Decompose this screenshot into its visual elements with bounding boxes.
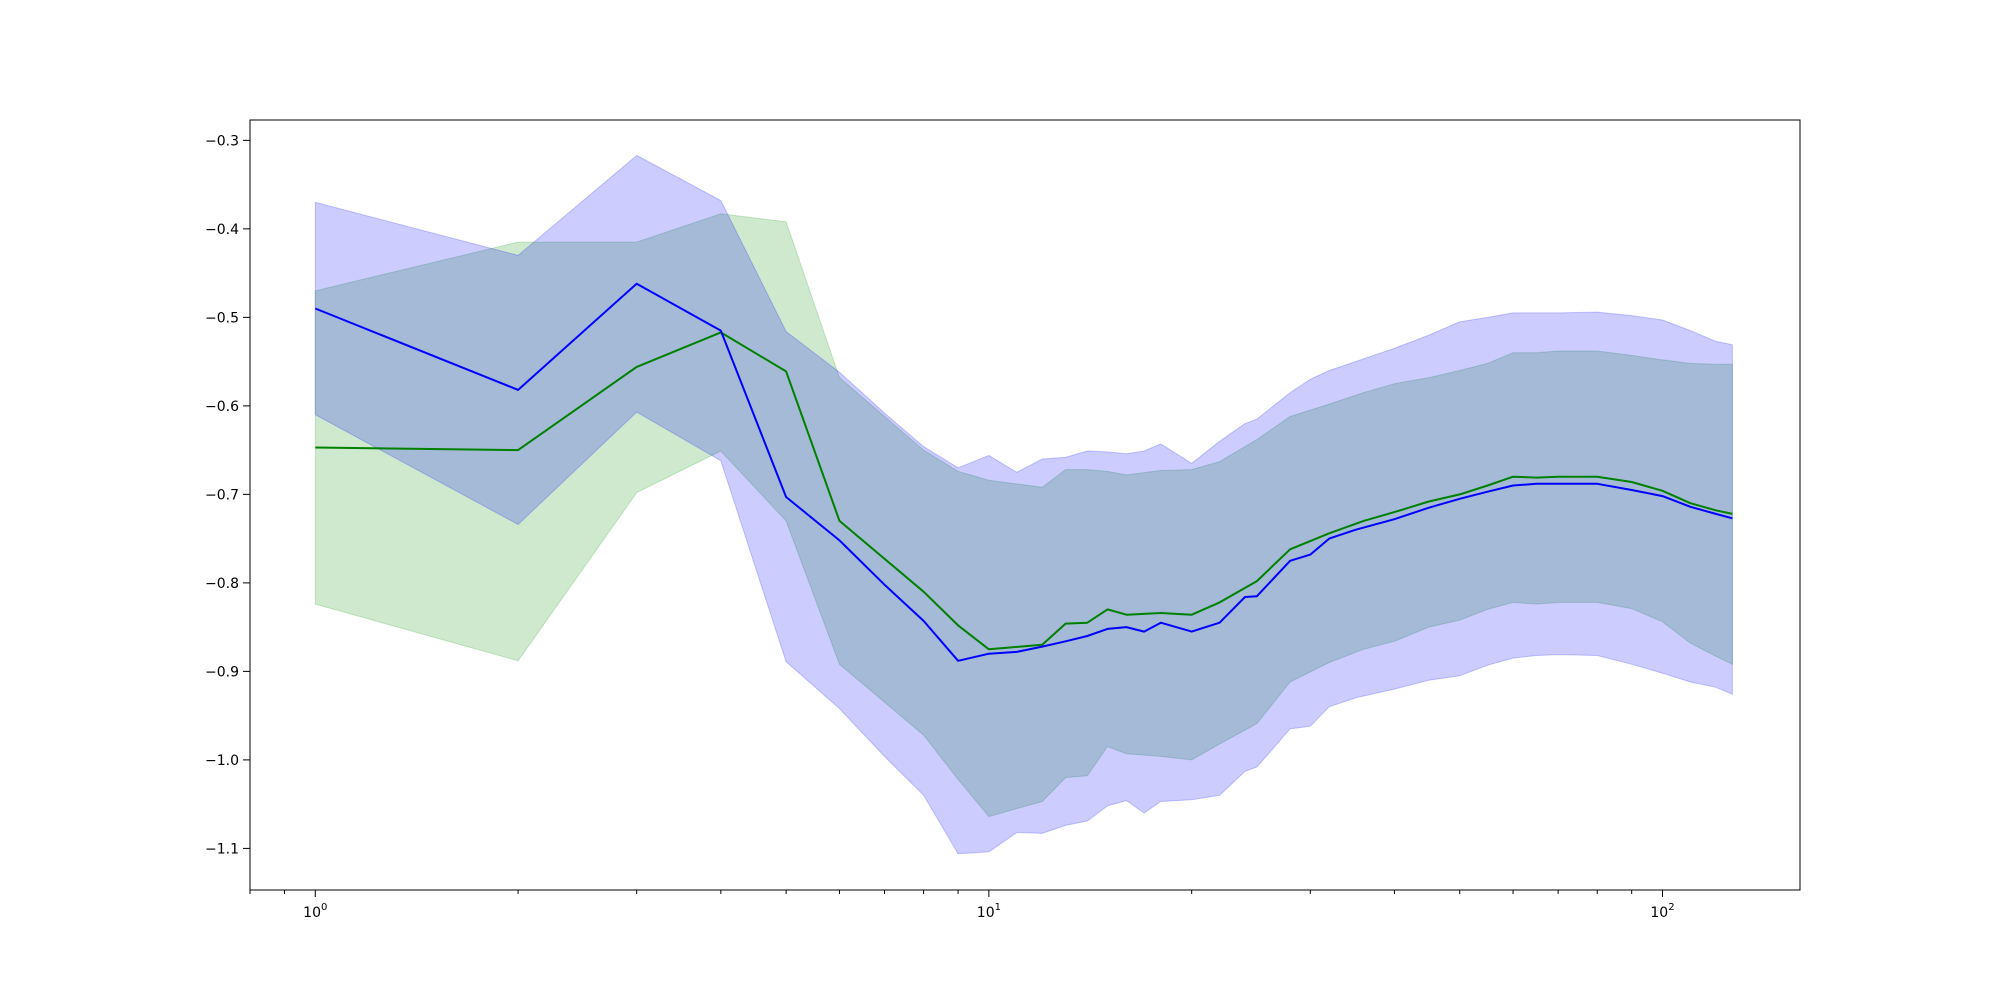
series-2-band [314, 154, 1733, 855]
y-tick-label: −0.8 [205, 576, 239, 592]
x-tick-label: 102 [1650, 902, 1674, 921]
y-tick-label: −0.6 [205, 399, 239, 415]
y-tick-label: −1.1 [205, 841, 239, 857]
y-tick-label: −0.5 [205, 310, 239, 326]
x-tick-label: 101 [977, 902, 1001, 921]
plot-frame [249, 119, 1801, 891]
y-tick-label: −0.7 [205, 487, 239, 503]
y-tick-label: −1.0 [205, 753, 239, 769]
series-1-line [315, 331, 1733, 651]
y-tick-label: −0.9 [205, 664, 239, 680]
y-tick-label: −0.4 [205, 222, 239, 238]
y-tick-label: −0.3 [205, 133, 239, 149]
series-1-band [314, 213, 1733, 818]
series-lines [314, 282, 1733, 662]
confidence-bands [314, 154, 1733, 855]
x-tick-label: 100 [303, 902, 327, 921]
series-2-line [314, 282, 1733, 662]
x-axis: 100 101 102 [249, 890, 1675, 921]
y-axis: −0.3 −0.4 −0.5 −0.6 −0.7 −0.8 −0.9 −1.0 −1.1 [205, 133, 250, 857]
